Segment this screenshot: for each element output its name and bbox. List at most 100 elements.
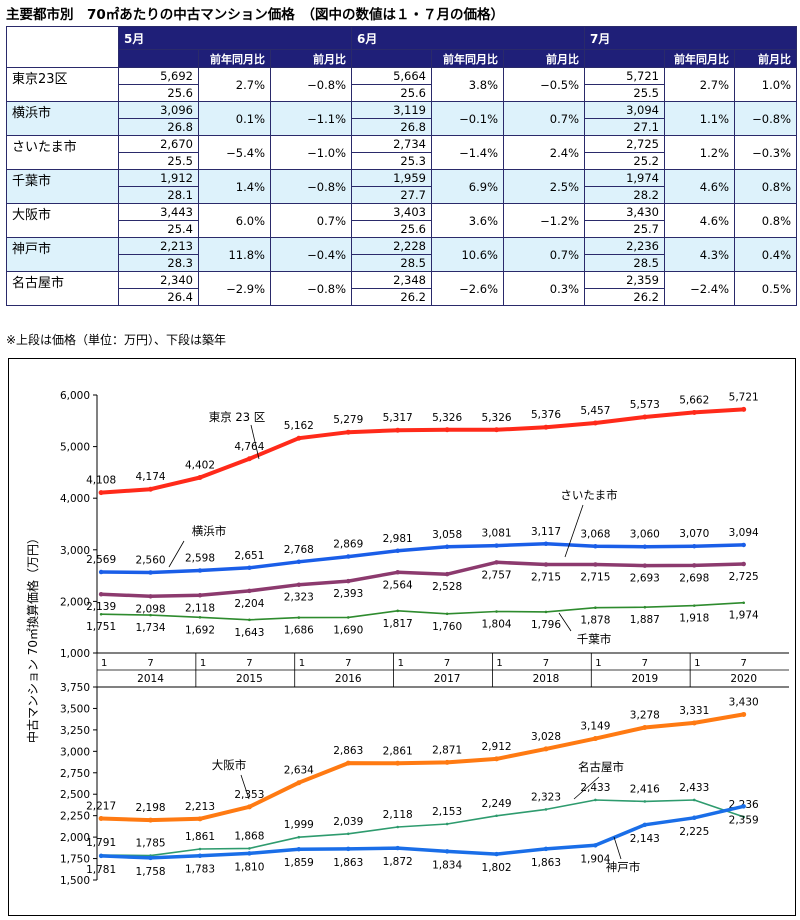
series-name-label: 大阪市 (212, 758, 247, 772)
yoy-cell: 1.2% (664, 135, 735, 170)
series-point (594, 798, 597, 802)
price-cell: 2,228 (351, 237, 432, 255)
yoy-cell: 6.9% (431, 169, 504, 204)
y-tick-label: 1,000 (60, 648, 90, 660)
data-label: 5,662 (679, 394, 709, 406)
price-cell: 3,119 (351, 101, 432, 119)
data-label: 2,213 (185, 801, 215, 813)
data-label: 3,058 (432, 529, 462, 541)
data-label: 2,869 (333, 539, 363, 551)
price-cell: 2,340 (118, 271, 199, 289)
data-label: 3,070 (679, 528, 709, 540)
series-point (396, 825, 399, 829)
data-label: 2,715 (580, 572, 610, 584)
table-row: さいたま市 2,670 −5.4% −1.0% 2,734 −1.4% 2.4% 2,725 1… (6, 135, 797, 170)
series-line (99, 712, 746, 823)
data-label: 2,118 (185, 602, 215, 614)
y-tick-label: 5,000 (60, 442, 90, 454)
yoy-cell: 2.7% (664, 67, 735, 102)
data-label: 1,783 (185, 864, 215, 876)
age-cell: 25.6 (351, 84, 432, 102)
data-label: 1,781 (86, 864, 116, 876)
series-point (396, 609, 399, 613)
series-point (544, 808, 548, 811)
month-header: 6月 (351, 26, 585, 50)
city-name: 横浜市 (6, 101, 119, 136)
data-label: 2,912 (482, 741, 512, 753)
x-year-label: 2017 (434, 673, 461, 685)
table-row-age: 26.8 26.8 27.1 (7, 118, 797, 136)
series-point (395, 548, 400, 554)
mom-subheader: 前月比 (270, 49, 352, 68)
mom-subheader: 前月比 (734, 49, 797, 68)
series-point (148, 570, 153, 575)
data-label: 5,279 (333, 414, 363, 426)
data-label: 2,098 (136, 603, 166, 615)
series-name-label: 神戸市 (606, 860, 641, 874)
x-year-label: 2014 (137, 673, 164, 685)
x-month-label: 1 (200, 658, 206, 669)
series-point (346, 616, 350, 619)
y-tick-label: 6,000 (60, 390, 90, 402)
series-line (100, 601, 745, 621)
series-point (444, 571, 450, 577)
series-point (197, 816, 203, 822)
series-line (99, 407, 746, 495)
data-label: 1,760 (432, 621, 462, 633)
mom-subheader: 前月比 (503, 49, 585, 68)
data-label: 2,323 (284, 592, 314, 604)
x-year-label: 2018 (533, 673, 560, 685)
data-label: 3,068 (580, 528, 610, 540)
data-label: 2,564 (383, 579, 413, 591)
leader-line (168, 540, 185, 568)
series-point (543, 541, 549, 547)
series-point (692, 563, 697, 568)
series-point (494, 560, 499, 565)
data-label: 3,149 (580, 721, 610, 733)
series-point (494, 543, 499, 548)
price-cell: 1,959 (351, 169, 432, 187)
month-header: 7月 (584, 26, 797, 50)
series-point (345, 429, 351, 435)
leader-line (564, 504, 584, 558)
series-line (99, 804, 746, 860)
mom-cell: −1.2% (503, 203, 585, 238)
data-label: 3,278 (630, 709, 660, 721)
series-point (98, 853, 104, 859)
series-point (494, 851, 499, 857)
y-tick-label: 2,250 (60, 811, 90, 823)
data-label: 2,039 (333, 816, 363, 828)
data-label: 1,734 (136, 622, 166, 634)
mom-cell: 0.7% (270, 203, 352, 238)
data-label: 5,573 (630, 399, 660, 411)
y-tick-label: 2,750 (60, 768, 90, 780)
mom-cell: −0.3% (734, 135, 797, 170)
data-label: 4,764 (234, 441, 264, 453)
series-point (692, 815, 697, 821)
data-label: 1,863 (333, 857, 363, 869)
price-cell: 2,725 (584, 135, 665, 153)
y-tick-label: 2,000 (60, 832, 90, 844)
age-cell: 25.7 (584, 220, 665, 238)
yoy-cell: 11.8% (198, 237, 271, 272)
series-point (495, 610, 498, 613)
table-row: 大阪市 3,443 6.0% 0.7% 3,403 3.6% −1.2% 3,430 4.6% 0… (6, 203, 797, 238)
data-label: 2,249 (482, 798, 512, 810)
series-point (543, 746, 549, 752)
series-point (592, 420, 598, 426)
data-label: 1,861 (185, 831, 215, 843)
age-cell: 25.2 (584, 152, 665, 170)
table-row: 横浜市 3,096 0.1% −1.1% 3,119 −0.1% 0.7% 3,094 1.1%… (6, 101, 797, 136)
price-cell: 1,912 (118, 169, 199, 187)
table-row: 神戸市 2,213 11.8% −0.4% 2,228 10.6% 0.7% 2,236 4.3… (6, 237, 797, 272)
age-cell: 26.2 (351, 288, 432, 306)
yoy-subheader: 前年同月比 (198, 49, 271, 68)
data-label: 1,810 (234, 861, 264, 873)
series-point (445, 612, 449, 616)
yoy-cell: −1.4% (431, 135, 504, 170)
data-label: 1,758 (136, 866, 166, 878)
mom-cell: −0.5% (503, 67, 585, 102)
data-label: 2,698 (679, 572, 709, 584)
city-name: 千葉市 (6, 169, 119, 204)
data-label: 3,331 (679, 705, 709, 717)
